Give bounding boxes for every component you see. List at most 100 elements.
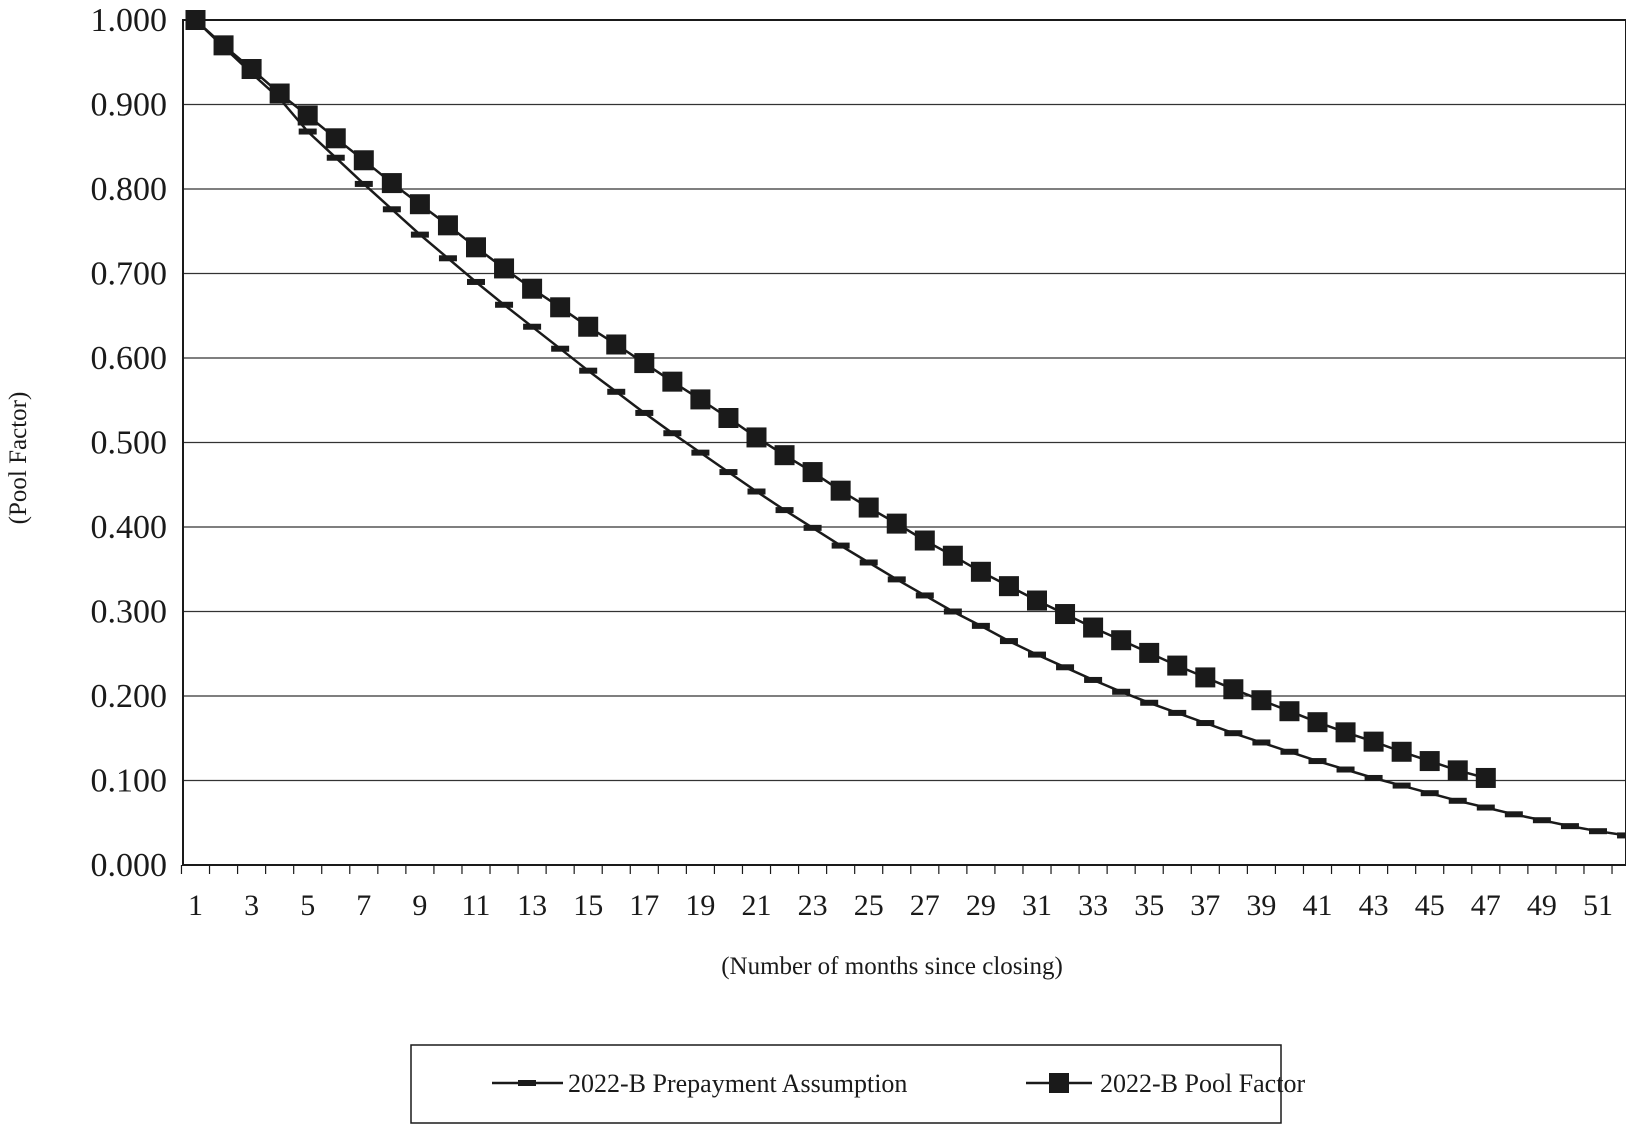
data-point-prepayment xyxy=(523,323,542,330)
data-point-prepayment xyxy=(1308,758,1327,765)
y-tick-label: 0.400 xyxy=(91,509,168,546)
data-point-prepayment xyxy=(1448,797,1467,804)
legend-swatch-pool-factor-marker xyxy=(1049,1073,1069,1093)
data-point-prepayment xyxy=(1168,709,1187,716)
data-point-pool-factor xyxy=(1419,751,1440,772)
data-point-prepayment xyxy=(326,154,345,161)
data-point-prepayment xyxy=(1224,730,1243,737)
data-point-pool-factor xyxy=(409,194,430,215)
data-point-pool-factor xyxy=(1055,604,1076,625)
y-axis-label: (Pool Factor) xyxy=(5,392,32,525)
data-point-prepayment xyxy=(1364,774,1383,781)
data-point-pool-factor xyxy=(1307,712,1328,733)
data-point-pool-factor xyxy=(886,513,907,534)
data-point-pool-factor xyxy=(1251,690,1272,711)
data-point-pool-factor xyxy=(550,297,571,318)
x-tick-label: 21 xyxy=(742,889,772,922)
y-axis-tick-labels: 0.000 0.100 0.200 0.300 0.400 0.500 0.600 0.700… xyxy=(91,2,168,884)
data-point-pool-factor xyxy=(1027,590,1047,611)
data-point-pool-factor xyxy=(325,128,346,149)
data-point-pool-factor xyxy=(1111,630,1132,651)
legend-box xyxy=(410,1044,1282,1124)
data-point-pool-factor xyxy=(774,445,795,466)
data-point-prepayment xyxy=(803,524,822,531)
data-point-pool-factor xyxy=(634,353,655,374)
data-point-pool-factor xyxy=(1139,642,1160,663)
x-tick-label: 17 xyxy=(629,889,659,922)
data-point-prepayment xyxy=(1392,782,1411,789)
data-point-prepayment xyxy=(1112,688,1131,695)
data-point-prepayment xyxy=(1252,739,1271,746)
data-point-prepayment xyxy=(1476,804,1495,811)
x-tick-label: 5 xyxy=(300,889,315,922)
x-axis-tick-labels: 1 3 5 7 9 11 13 15 17 19 21 23 25 27 29 31 33 35 37 39 41 43 4… xyxy=(188,889,1613,922)
x-tick-label: 23 xyxy=(798,889,828,922)
data-point-pool-factor xyxy=(746,427,767,448)
data-point-pool-factor xyxy=(1391,741,1412,762)
data-point-prepayment xyxy=(747,488,766,495)
x-axis-ticks xyxy=(180,865,1613,874)
x-tick-label: 47 xyxy=(1471,889,1501,922)
legend-label-pool-factor: 2022-B Pool Factor xyxy=(1100,1069,1305,1098)
series-layer xyxy=(185,10,1626,839)
data-point-pool-factor xyxy=(269,83,290,104)
data-point-prepayment xyxy=(551,345,570,352)
legend-swatch-prepayment-marker xyxy=(518,1080,536,1086)
y-tick-label: 0.500 xyxy=(91,425,168,462)
series-line-prepayment xyxy=(194,19,1626,837)
y-tick-label: 0.100 xyxy=(91,763,168,800)
data-point-pool-factor xyxy=(970,561,991,582)
data-point-pool-factor xyxy=(942,545,963,566)
data-point-prepayment xyxy=(1420,790,1439,797)
data-point-prepayment xyxy=(1560,823,1579,830)
data-point-pool-factor xyxy=(690,389,711,410)
data-point-pool-factor xyxy=(494,258,515,279)
legend: 2022-B Prepayment Assumption 2022-B Pool… xyxy=(410,1044,1305,1124)
y-tick-label: 0.300 xyxy=(91,594,168,631)
data-point-pool-factor xyxy=(297,105,318,126)
data-point-prepayment xyxy=(382,206,401,213)
data-point-prepayment xyxy=(859,559,878,566)
x-tick-label: 39 xyxy=(1246,889,1276,922)
data-point-pool-factor xyxy=(466,237,486,258)
data-point-prepayment xyxy=(1504,811,1523,818)
gridlines xyxy=(183,103,1626,782)
x-tick-label: 19 xyxy=(685,889,715,922)
data-point-pool-factor xyxy=(1335,722,1356,743)
data-point-prepayment xyxy=(1140,699,1159,706)
x-tick-label: 3 xyxy=(244,889,259,922)
data-point-prepayment xyxy=(915,592,934,599)
data-point-prepayment xyxy=(410,231,429,238)
x-tick-label: 43 xyxy=(1359,889,1389,922)
data-point-prepayment xyxy=(1196,720,1215,727)
x-tick-label: 9 xyxy=(412,889,427,922)
data-point-pool-factor xyxy=(1279,701,1300,722)
data-point-pool-factor xyxy=(522,278,543,299)
data-point-prepayment xyxy=(691,449,710,456)
x-tick-label: 1 xyxy=(188,889,203,922)
x-tick-label: 37 xyxy=(1190,889,1220,922)
data-point-prepayment xyxy=(438,255,457,262)
data-point-pool-factor xyxy=(353,150,374,171)
x-tick-label: 45 xyxy=(1415,889,1445,922)
data-point-pool-factor xyxy=(241,59,262,80)
data-point-prepayment xyxy=(1280,748,1299,755)
data-point-pool-factor xyxy=(1363,731,1384,752)
x-axis-label: (Number of months since closing) xyxy=(721,953,1063,980)
x-tick-label: 49 xyxy=(1527,889,1557,922)
plot-area-frame xyxy=(182,19,1626,866)
data-point-prepayment xyxy=(1028,651,1046,658)
data-point-prepayment xyxy=(999,638,1018,645)
data-point-prepayment xyxy=(663,430,682,437)
x-tick-label: 13 xyxy=(517,889,547,922)
data-point-pool-factor xyxy=(578,316,599,337)
x-tick-label: 7 xyxy=(356,889,371,922)
data-point-pool-factor xyxy=(213,35,234,56)
data-point-pool-factor xyxy=(1167,655,1188,676)
data-point-prepayment xyxy=(495,301,514,308)
y-tick-label: 0.700 xyxy=(91,256,168,293)
data-point-pool-factor xyxy=(718,407,739,428)
legend-label-prepayment: 2022-B Prepayment Assumption xyxy=(568,1069,907,1098)
data-point-pool-factor xyxy=(1475,767,1496,788)
data-point-prepayment xyxy=(1617,832,1626,839)
